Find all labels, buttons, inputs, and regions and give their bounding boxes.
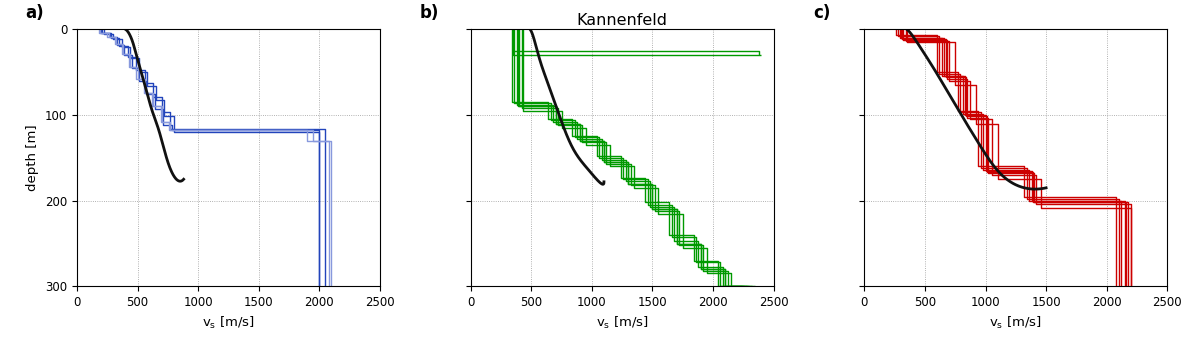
Title: Kannenfeld: Kannenfeld — [577, 13, 667, 28]
Text: b): b) — [419, 3, 438, 22]
X-axis label: v$_\mathsf{s}$ [m/s]: v$_\mathsf{s}$ [m/s] — [989, 315, 1043, 331]
X-axis label: v$_\mathsf{s}$ [m/s]: v$_\mathsf{s}$ [m/s] — [201, 315, 255, 331]
Text: a): a) — [26, 3, 44, 22]
X-axis label: v$_\mathsf{s}$ [m/s]: v$_\mathsf{s}$ [m/s] — [596, 315, 648, 331]
Text: c): c) — [813, 3, 831, 22]
Y-axis label: depth [m]: depth [m] — [26, 125, 39, 191]
